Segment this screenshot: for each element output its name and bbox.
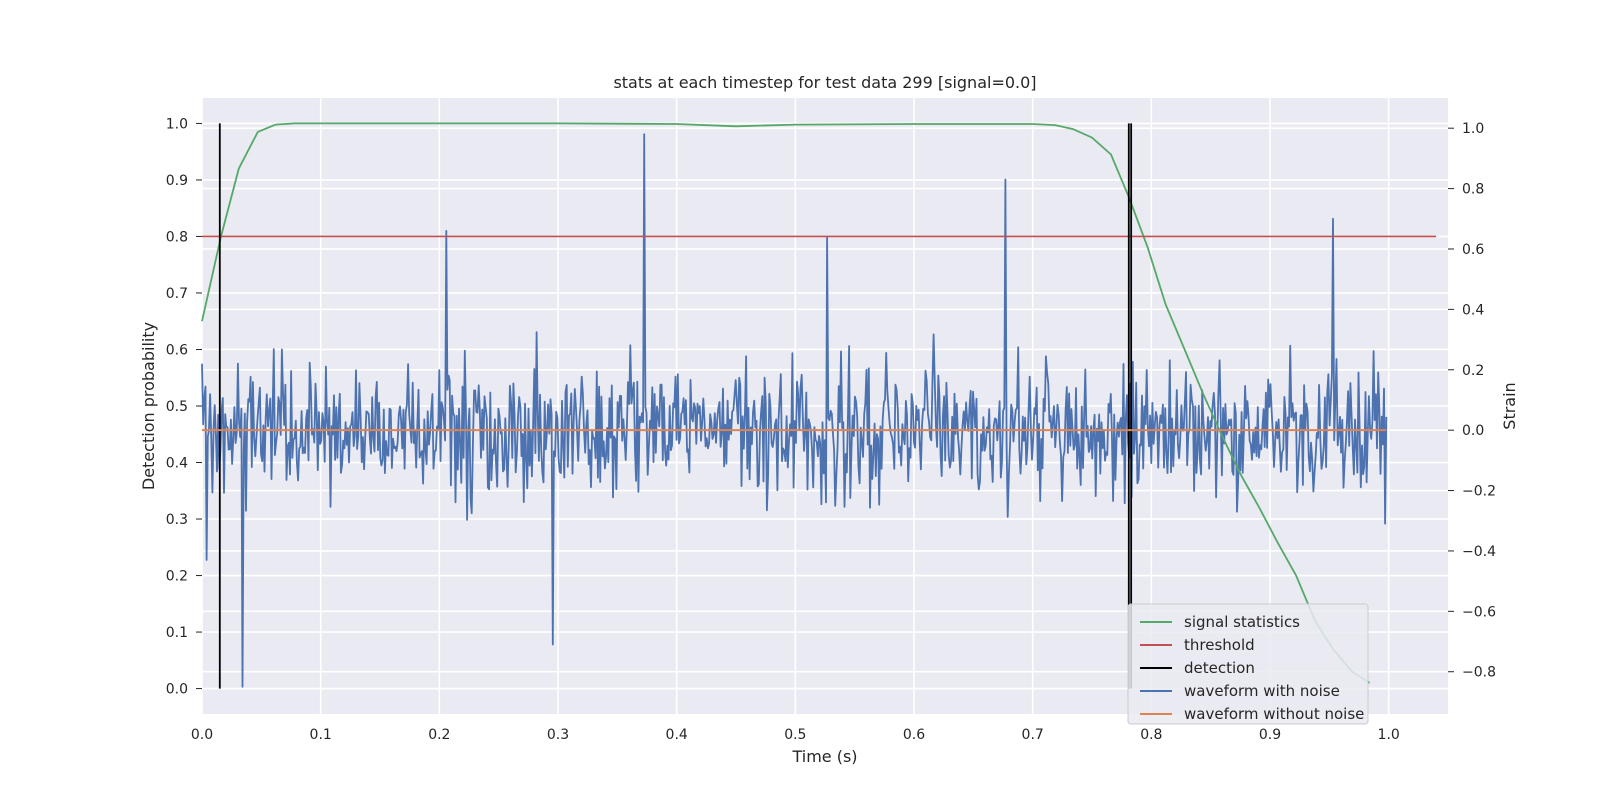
x-tick-label: 0.1 [310,727,332,743]
x-axis-label: Time (s) [791,747,857,766]
y-tick-label-left: 0.3 [166,512,188,528]
y-axis-label-right: Strain [1500,382,1519,429]
series-line-signal-statistics [201,122,1371,684]
legend-label: detection [1184,659,1255,677]
legend: signal statistics threshold detection wavef… [1127,603,1369,725]
y-tick-label-right: 0.0 [1462,423,1484,439]
x-tick-label: 0.7 [1022,727,1044,743]
x-tick-label: 0.9 [1259,727,1281,743]
y-tick-label-right: 0.8 [1462,182,1484,198]
y-tick-label-left: 0.8 [166,229,188,245]
legend-label: threshold [1184,636,1255,654]
x-tick-label: 0.5 [784,727,806,743]
x-tick-label: 0.8 [1140,727,1162,743]
y-tick-label-right: −0.2 [1462,484,1496,500]
legend-label: waveform with noise [1184,682,1340,700]
y-tick-label-right: −0.6 [1462,604,1496,620]
y-tick-label-right: 0.2 [1462,363,1484,379]
y-tick-label-left: 0.4 [166,456,188,472]
data-series [201,122,1437,689]
y-tick-label-left: 0.6 [166,342,188,358]
y-tick-label-right: 0.6 [1462,242,1484,258]
x-tick-label: 0.6 [903,727,925,743]
y-tick-label-left: 0.0 [166,682,188,698]
y-tick-label-left: 0.2 [166,569,188,585]
y-axis-label-left: Detection probability [139,322,158,490]
y-tick-label-left: 0.7 [166,286,188,302]
y-tick-label-right: 0.4 [1462,302,1484,318]
x-tick-label: 0.3 [547,727,569,743]
series-line-waveform-with-noise [201,133,1388,688]
x-tick-label: 0.0 [191,727,213,743]
y-tick-label-left: 0.1 [166,625,188,641]
legend-box [1127,603,1369,725]
chart-title: stats at each timestep for test data 299… [613,73,1036,92]
y-tick-label-left: 0.5 [166,399,188,415]
axis-ticks: 0.0 0.1 0.2 0.3 0.4 0.5 0.6 0.7 0.8 0.9 1.0 0.0 0.1 0… [166,116,1496,743]
y-tick-label-right: 1.0 [1462,121,1484,137]
y-tick-label-left: 0.9 [166,173,188,189]
y-tick-label-right: −0.8 [1462,665,1496,681]
x-tick-label: 1.0 [1378,727,1400,743]
legend-label: waveform without noise [1184,705,1364,723]
x-tick-label: 0.4 [666,727,688,743]
y-tick-label-right: −0.4 [1462,544,1496,560]
y-tick-label-left: 1.0 [166,116,188,132]
x-tick-label: 0.2 [428,727,450,743]
legend-label: signal statistics [1184,613,1300,631]
